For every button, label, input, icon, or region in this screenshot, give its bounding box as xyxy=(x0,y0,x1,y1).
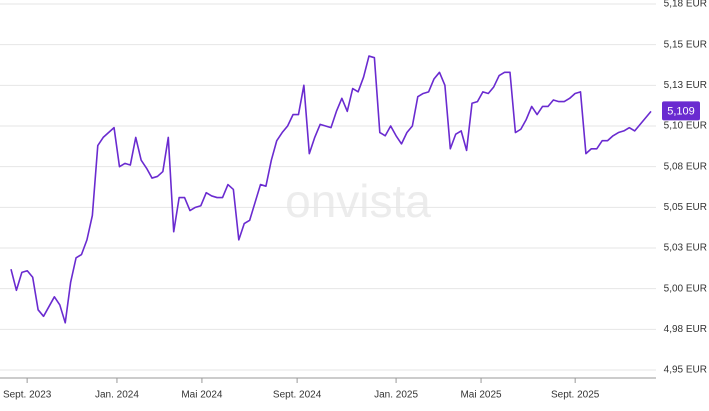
y-tick-label: 4,95 EUR xyxy=(664,365,707,376)
y-tick-label: 5,13 EUR xyxy=(664,80,707,91)
x-tick-label: Mai 2024 xyxy=(181,390,223,401)
x-tick-label: Mai 2025 xyxy=(460,390,502,401)
y-tick-label: 5,05 EUR xyxy=(664,202,707,213)
x-tick-label: Sept. 2023 xyxy=(3,390,52,401)
y-tick-label: 5,03 EUR xyxy=(664,243,707,254)
x-tick-label: Jan. 2024 xyxy=(95,390,139,401)
last-value-label: 5,109 xyxy=(667,105,695,117)
y-tick-label: 4,98 EUR xyxy=(664,324,707,335)
x-tick-label: Jan. 2025 xyxy=(374,390,418,401)
y-tick-label: 5,10 EUR xyxy=(664,121,707,132)
price-line xyxy=(10,55,652,324)
y-tick-label: 5,15 EUR xyxy=(664,39,707,50)
watermark: onvista xyxy=(285,175,431,227)
y-tick-label: 5,08 EUR xyxy=(664,161,707,172)
x-tick-label: Sept. 2024 xyxy=(273,390,322,401)
y-tick-label: 5,00 EUR xyxy=(664,283,707,294)
last-value-badge xyxy=(662,101,700,121)
x-tick-label: Sept. 2025 xyxy=(551,390,600,401)
y-tick-label: 5,18 EUR xyxy=(664,0,707,10)
